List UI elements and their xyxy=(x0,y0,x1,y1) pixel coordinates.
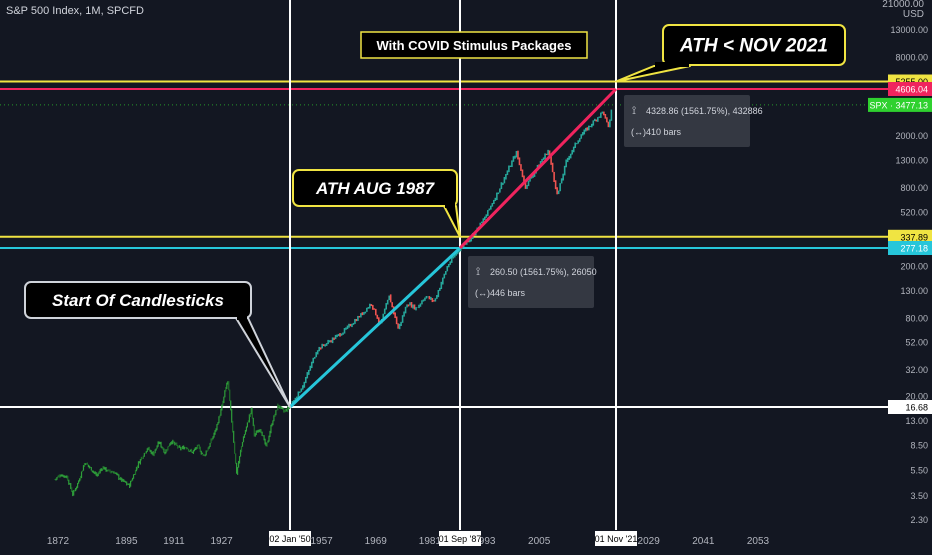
bars-icon: (↔) xyxy=(475,288,490,298)
price-label-tag xyxy=(888,229,932,244)
measure-box-bg xyxy=(624,95,750,147)
horizontal-lines-group xyxy=(0,80,888,408)
trend-line xyxy=(288,246,462,409)
price-label-text: SPX · 3477.13 xyxy=(869,100,928,110)
trend-lines-group xyxy=(288,87,618,409)
price-tick-label: 32.00 xyxy=(905,365,928,375)
symbol-info: S&P 500 Index, 1M, SPCFD xyxy=(6,5,144,17)
time-tick-label: 1981 xyxy=(419,536,442,547)
date-label-text: 01 Nov '21 xyxy=(595,534,638,544)
time-tick-label: 1927 xyxy=(210,536,233,547)
price-tick-label: 520.00 xyxy=(900,207,928,217)
price-label-tag xyxy=(868,97,932,112)
callout-text: ATH AUG 1987 xyxy=(315,179,436,198)
price-label-tag xyxy=(888,241,932,255)
callout-box xyxy=(662,24,846,66)
callout: Start Of Candlesticks xyxy=(24,281,291,408)
callouts-group: Start Of Candlesticks ATH AUG 1987 ATH < N… xyxy=(24,24,846,408)
callout-text: ATH < NOV 2021 xyxy=(679,36,828,57)
callout-box xyxy=(24,281,252,319)
price-tick-label: 5.50 xyxy=(910,465,928,475)
time-tick-label: 1969 xyxy=(365,536,388,547)
time-tick-label: 2005 xyxy=(528,536,551,547)
measure-range-text: 4328.86 (1561.75%), 432886 xyxy=(646,106,763,116)
measure-box: ⟟ 4328.86 (1561.75%), 432886 (↔) 410 bars xyxy=(624,95,763,147)
price-label-tag xyxy=(888,82,932,96)
time-tick-label: 1872 xyxy=(47,536,70,547)
callout-joint xyxy=(237,315,247,320)
price-tick-label: 80.00 xyxy=(905,313,928,323)
callout: ATH < NOV 2021 xyxy=(615,24,846,83)
date-label-tag xyxy=(269,531,311,546)
price-label-text: 277.18 xyxy=(900,244,928,254)
callout-joint xyxy=(655,62,689,67)
time-axis: 1872 1895 1911 1927 1957 1969 1981 1993 2005 2029… xyxy=(0,530,888,550)
time-tick-label: 1895 xyxy=(115,536,138,547)
date-label-tag xyxy=(595,531,637,546)
price-axis: 13000.00 8000.00 2000.00 1300.00 800.00 520.0… xyxy=(868,0,932,550)
currency-label: USD xyxy=(902,9,924,20)
covid-note: With COVID Stimulus Packages xyxy=(360,31,588,59)
time-tick-label: 2053 xyxy=(747,536,770,547)
measure-boxes-group: ⟟ 260.50 (1561.75%), 26050(↔) 446 bars⟟ 432… xyxy=(468,95,763,308)
range-icon: ⟟ xyxy=(476,266,480,278)
time-tick-label: 1911 xyxy=(163,536,185,547)
price-tick-label: 13000.00 xyxy=(890,25,928,35)
time-tick-label: 1957 xyxy=(310,536,333,547)
price-tick-label: 200.00 xyxy=(900,261,928,271)
callout-pointer xyxy=(235,317,291,408)
price-label-text: 4606.04 xyxy=(895,85,928,95)
time-tick-label: 2029 xyxy=(638,536,661,547)
price-tick-label: 2000.00 xyxy=(895,131,928,141)
price-tick-label: 8000.00 xyxy=(895,53,928,63)
trend-line xyxy=(458,87,618,250)
measure-box: ⟟ 260.50 (1561.75%), 26050 (↔) 446 bars xyxy=(468,256,597,308)
callout-joint xyxy=(445,203,455,208)
measure-box-bg xyxy=(468,256,594,308)
price-label-text: 337.89 xyxy=(900,232,928,242)
covid-note-text: With COVID Stimulus Packages xyxy=(377,38,572,53)
price-tick-label: 20.00 xyxy=(905,392,928,402)
price-tick-label: 130.00 xyxy=(900,286,928,296)
measure-range-text: 260.50 (1561.75%), 26050 xyxy=(490,267,597,277)
callout-text: Start Of Candlesticks xyxy=(52,291,224,310)
price-tick-label: 1300.00 xyxy=(895,156,928,166)
callout: ATH AUG 1987 xyxy=(292,169,461,238)
price-tick-label: 3.50 xyxy=(910,491,928,501)
price-tick-label: 8.50 xyxy=(910,440,928,450)
price-label-text: 16.68 xyxy=(905,403,928,413)
time-tick-label: 1993 xyxy=(473,536,496,547)
date-label-text: 01 Sep '87 xyxy=(439,534,482,544)
covid-note-box xyxy=(360,31,588,59)
time-tick-label: 2041 xyxy=(692,536,715,547)
price-tick-label: 800.00 xyxy=(900,183,928,193)
range-icon: ⟟ xyxy=(632,105,636,117)
vertical-lines-group xyxy=(289,0,617,530)
callout-pointer xyxy=(615,65,691,83)
date-label-tag xyxy=(439,531,481,546)
price-label-tag xyxy=(888,400,932,414)
callout-pointer xyxy=(443,205,461,238)
measure-bars-text: 446 bars xyxy=(490,288,526,298)
top-price-label: 21000.00 xyxy=(882,0,924,10)
bars-icon: (↔) xyxy=(631,127,646,137)
price-axis-header: 21000.00 USD xyxy=(882,0,924,20)
measure-bars-text: 410 bars xyxy=(646,127,682,137)
callout-box xyxy=(292,169,458,207)
price-tick-label: 52.00 xyxy=(905,338,928,348)
price-tick-label: 2.30 xyxy=(910,515,928,525)
date-label-text: 02 Jan '50 xyxy=(269,534,310,544)
price-tick-label: 13.00 xyxy=(905,416,928,426)
